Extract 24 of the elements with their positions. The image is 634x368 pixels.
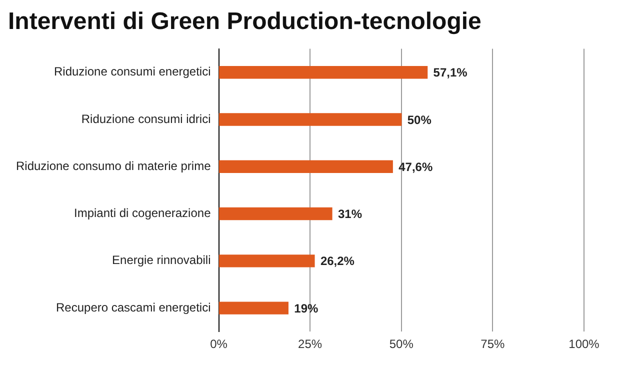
y-tick-label: Recupero cascami energetici: [56, 300, 211, 314]
data-label: 50%: [407, 112, 432, 127]
data-label: 31%: [338, 207, 362, 222]
bar: [218, 113, 402, 126]
y-tick-label: Energie rinnovabili: [112, 253, 211, 268]
x-tick-label: 75%: [480, 337, 506, 352]
bar: [218, 160, 393, 173]
bar: [218, 66, 428, 79]
chart-title: Interventi di Green Production-tecnologie: [8, 8, 482, 36]
y-tick-label: Riduzione consumo di materie prime: [16, 158, 212, 173]
y-tick-label: Impianti di cogenerazione: [74, 206, 212, 220]
x-tick-label: 50%: [389, 337, 414, 352]
bar: [218, 302, 288, 314]
data-label: 47,6%: [398, 160, 433, 174]
x-tick-label: 0%: [210, 337, 228, 352]
y-tick-label: Riduzione consumi energetici: [54, 64, 211, 79]
x-tick-label: 25%: [298, 337, 322, 352]
data-label: 19%: [294, 301, 318, 316]
bar: [218, 207, 332, 220]
bar: [218, 254, 315, 268]
data-label: 57,1%: [433, 66, 468, 80]
data-label: 26,2%: [320, 254, 355, 268]
x-tick-label: 100%: [568, 337, 600, 352]
y-tick-label: Riduzione consumi idrici: [81, 112, 211, 126]
